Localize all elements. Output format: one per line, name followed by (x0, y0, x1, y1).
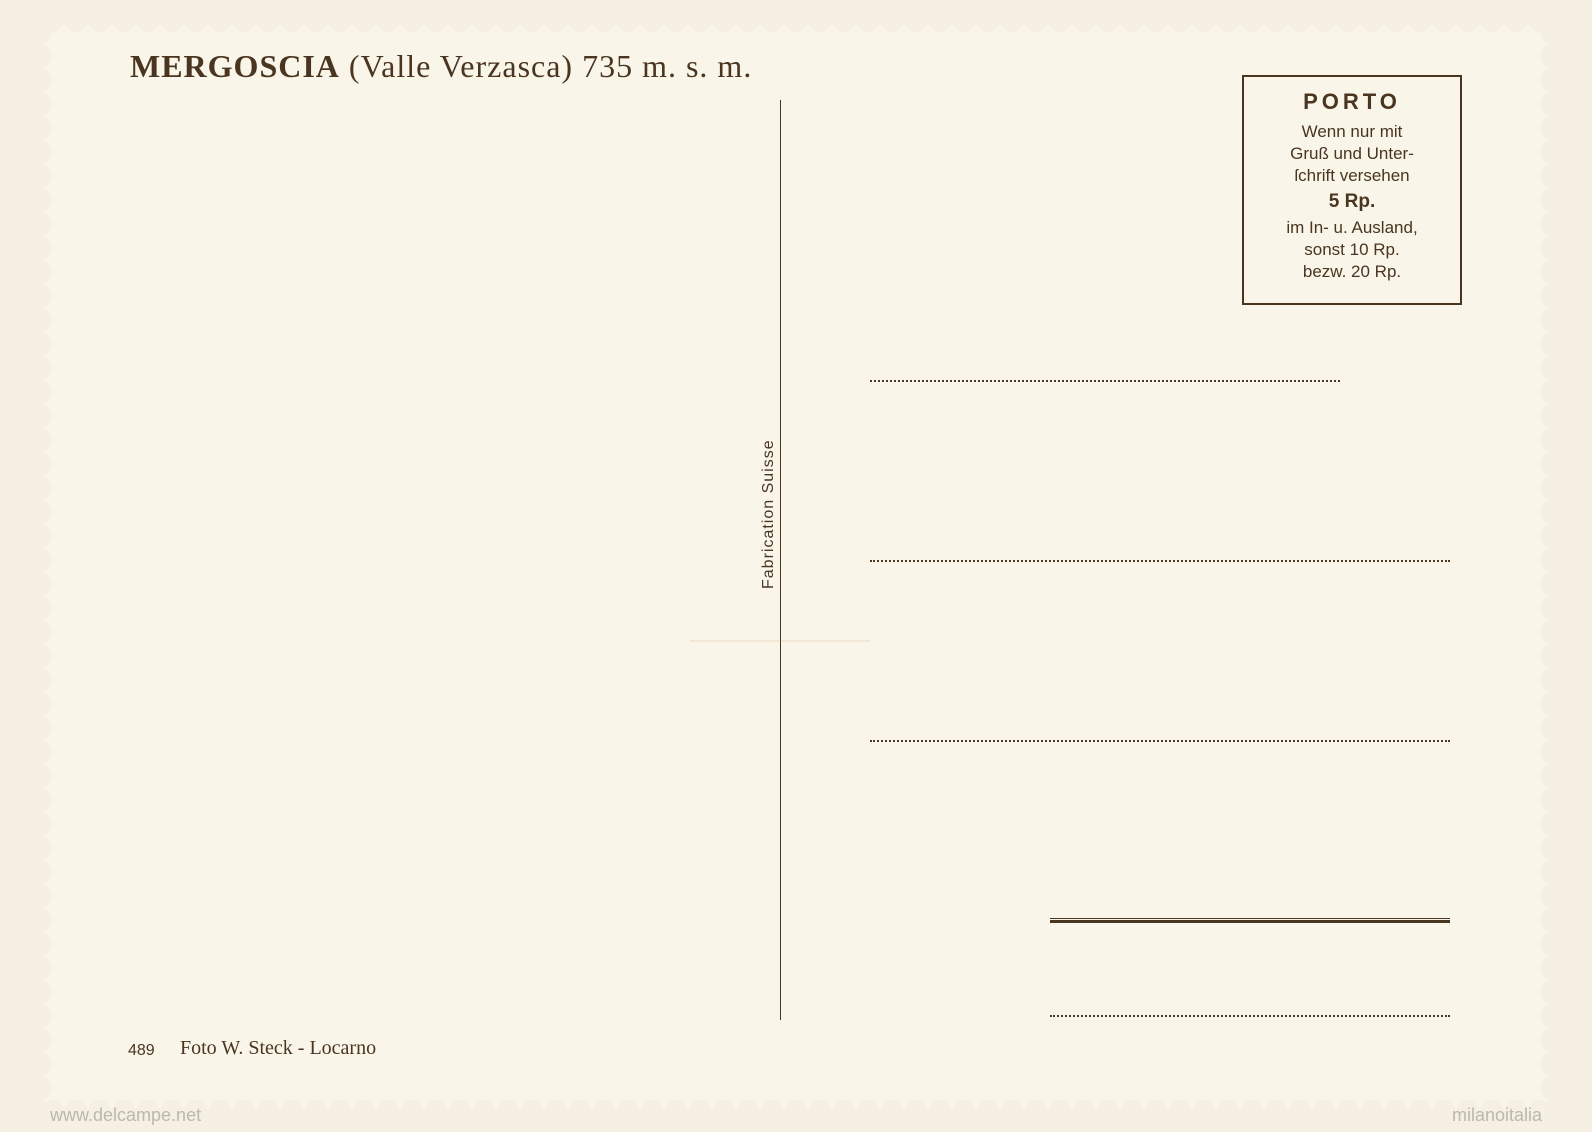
stamp-title: PORTO (1254, 89, 1450, 115)
postcard-title: MERGOSCIA (Valle Verzasca) 735 m. s. m. (130, 48, 752, 85)
title-details: (Valle Verzasca) 735 m. s. m. (340, 48, 752, 84)
watermark-left: www.delcampe.net (50, 1105, 201, 1126)
stamp-line: bezw. 20 Rp. (1254, 261, 1450, 283)
stamp-line: ſchrift versehen (1254, 165, 1450, 187)
address-line (870, 560, 1450, 562)
serial-number: 489 (128, 1042, 155, 1060)
stamp-line: im In- u. Ausland, (1254, 217, 1450, 239)
address-line-solid (1050, 920, 1450, 923)
scalloped-edge-right (1532, 20, 1552, 1112)
photo-credit: Foto W. Steck - Locarno (180, 1037, 376, 1060)
address-line (870, 380, 1340, 382)
address-line (1050, 1015, 1450, 1017)
center-divider (780, 100, 781, 1020)
stamp-line: Gruß und Unter- (1254, 143, 1450, 165)
address-line (870, 740, 1450, 742)
scalloped-edge-left (40, 20, 60, 1112)
fabrication-label: Fabrication Suisse (760, 439, 778, 589)
watermark-right: milanoitalia (1452, 1105, 1542, 1126)
scalloped-edge-top (40, 20, 1552, 40)
scalloped-edge-bottom (40, 1092, 1552, 1112)
title-location: MERGOSCIA (130, 48, 340, 84)
postage-stamp-box: PORTO Wenn nur mit Gruß und Unter- ſchri… (1242, 75, 1462, 305)
address-line-solid-top (1050, 918, 1450, 919)
paper-stain (690, 640, 870, 642)
stamp-line: sonst 10 Rp. (1254, 239, 1450, 261)
stamp-price: 5 Rp. (1254, 191, 1450, 213)
stamp-line: Wenn nur mit (1254, 121, 1450, 143)
